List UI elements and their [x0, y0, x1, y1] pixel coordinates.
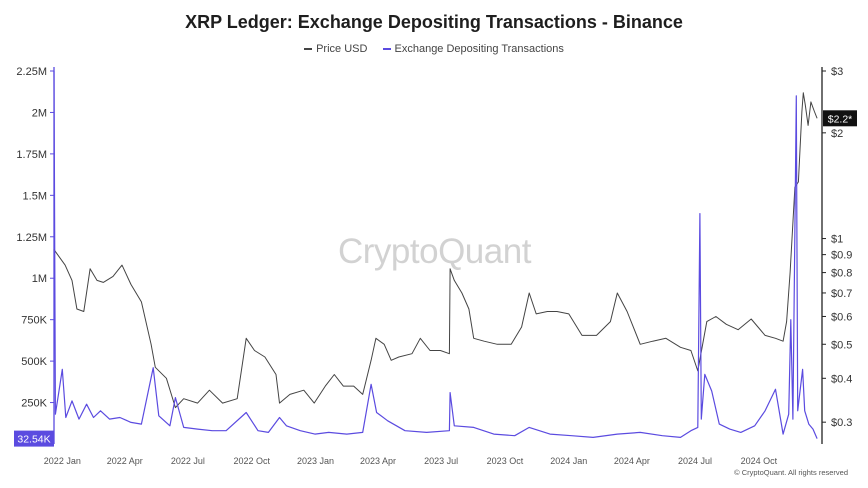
- x-tick-label: 2023 Oct: [487, 456, 524, 466]
- left-tick-label: 1M: [32, 273, 47, 285]
- right-tick-label: $0.5: [831, 339, 852, 351]
- watermark-logo: CryptoQuant: [338, 232, 531, 271]
- right-value-badge-label: $2.2*: [828, 113, 853, 125]
- left-tick-label: 1.5M: [23, 190, 47, 202]
- legend-label-price: Price USD: [316, 43, 368, 55]
- right-tick-label: $0.8: [831, 268, 852, 280]
- left-value-badge: [14, 430, 54, 447]
- left-tick-label: 250K: [21, 398, 47, 410]
- right-tick-label: $1: [831, 234, 843, 246]
- right-tick-label: $0.7: [831, 288, 852, 300]
- right-tick-label: $0.3: [831, 417, 852, 429]
- left-tick-label: 1.25M: [16, 232, 47, 244]
- legend-item-price[interactable]: Price USD: [304, 43, 367, 55]
- right-tick-label: $0.9: [831, 250, 852, 262]
- left-value-badge-label: 32.54K: [17, 434, 50, 446]
- legend-swatch-price: [304, 48, 313, 50]
- legend-swatch-deposits: [382, 48, 391, 50]
- x-tick-label: 2023 Apr: [360, 456, 396, 466]
- chart-legend: Price USD Exchange Depositing Transactio…: [0, 41, 868, 55]
- left-tick-label: 500K: [21, 356, 47, 368]
- right-tick-label: $0.6: [831, 311, 852, 323]
- x-tick-label: 2023 Jan: [297, 456, 334, 466]
- legend-item-deposits[interactable]: Exchange Depositing Transactions: [382, 43, 564, 55]
- x-tick-label: 2024 Jul: [678, 456, 712, 466]
- x-tick-label: 2023 Jul: [424, 456, 458, 466]
- exchange-depositing-line: [53, 70, 818, 439]
- x-tick-label: 2022 Apr: [107, 456, 143, 466]
- x-tick-label: 2022 Jul: [171, 456, 205, 466]
- right-value-badge: [823, 110, 857, 127]
- legend-label-deposits: Exchange Depositing Transactions: [394, 43, 564, 55]
- left-tick-label: 1.75M: [16, 149, 47, 161]
- left-tick-label: 750K: [21, 315, 47, 327]
- right-tick-label: $0.4: [831, 373, 852, 385]
- price-usd-line: [53, 92, 818, 409]
- x-tick-label: 2024 Apr: [614, 456, 650, 466]
- x-tick-label: 2024 Jan: [550, 456, 587, 466]
- x-tick-label: 2024 Oct: [741, 456, 778, 466]
- chart-title: XRP Ledger: Exchange Depositing Transact…: [185, 12, 683, 32]
- copyright-notice: © CryptoQuant. All rights reserved: [734, 468, 848, 477]
- left-tick-label: 2.25M: [16, 66, 47, 78]
- right-tick-label: $2: [831, 128, 843, 140]
- left-tick-label: 2M: [32, 107, 47, 119]
- x-tick-label: 2022 Jan: [44, 456, 81, 466]
- right-tick-label: $3: [831, 66, 843, 78]
- x-tick-label: 2022 Oct: [233, 456, 270, 466]
